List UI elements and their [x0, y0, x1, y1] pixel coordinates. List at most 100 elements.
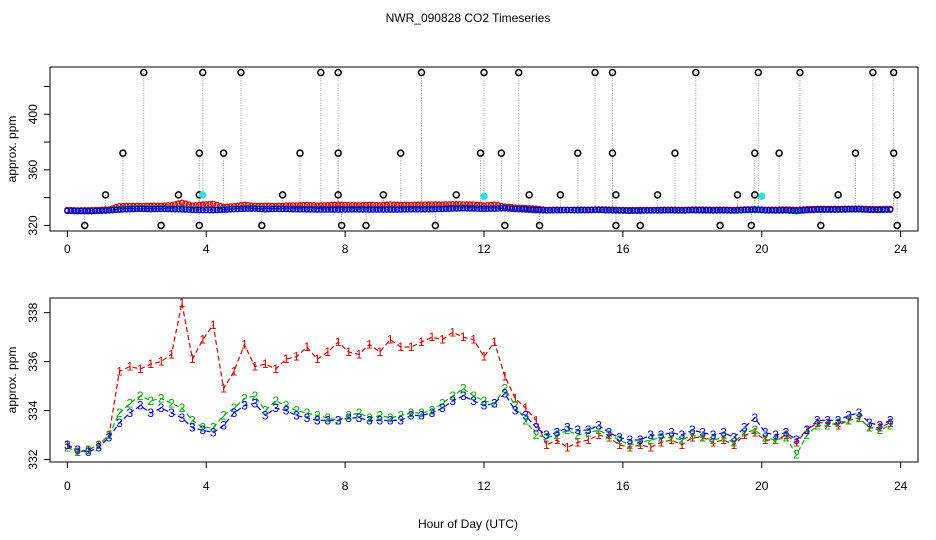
top-series-point	[623, 207, 630, 214]
series-3-marker: 3	[231, 406, 238, 420]
top-series-point	[237, 205, 245, 213]
top-series-point	[223, 206, 231, 213]
top-series-point	[241, 201, 248, 209]
outlier-high-point	[237, 68, 245, 77]
top-series-point	[209, 200, 217, 208]
top-series-point	[591, 206, 599, 214]
top-series-point	[449, 205, 457, 212]
top-series-point	[216, 206, 224, 214]
top-series-point	[137, 205, 144, 213]
top-series-point	[696, 206, 703, 214]
top-series-point	[116, 206, 123, 213]
top-series-point	[775, 206, 783, 214]
series-3-marker: 3	[95, 440, 102, 454]
top-series-point	[262, 206, 269, 213]
x-tick-label-bottom: 12	[477, 479, 491, 493]
top-series-point	[303, 201, 311, 209]
top-series-point	[303, 206, 311, 213]
outlier-low-point	[195, 221, 204, 230]
top-series-point	[400, 206, 408, 213]
top-series-point	[827, 206, 835, 213]
series-3-marker: 3	[824, 413, 831, 427]
top-series-point	[432, 205, 439, 213]
series-1-marker: 1	[314, 352, 321, 366]
series-1-marker: 1	[668, 433, 675, 447]
series-3-marker: 3	[408, 408, 415, 422]
series-3-marker: 3	[418, 408, 425, 422]
top-series-point	[248, 205, 255, 212]
top-series-point	[671, 206, 679, 214]
top-series-point	[265, 205, 272, 213]
top-series-point	[577, 206, 585, 214]
outlier-low-point	[747, 221, 756, 230]
series-3-marker: 3	[501, 386, 508, 400]
outlier-mid-point	[834, 191, 842, 199]
outlier-mid-point	[525, 191, 533, 199]
top-series-point	[581, 206, 588, 214]
series-3-marker: 3	[772, 428, 779, 442]
top-series-point	[321, 202, 328, 209]
top-series-point	[536, 206, 543, 214]
top-series-point	[102, 207, 109, 214]
top-series-point	[234, 205, 241, 213]
series-3-marker: 3	[345, 411, 352, 425]
series-1-marker: 1	[731, 438, 738, 452]
series-3-marker: 3	[210, 426, 217, 440]
top-series-point	[630, 207, 637, 214]
top-series-point	[789, 207, 797, 214]
panel-top: approx. ppm 0 4 8 12 16 20 24 320 360 400	[5, 66, 919, 256]
series-1-marker: 1	[199, 333, 206, 347]
top-series-point	[296, 206, 304, 213]
top-series-point	[678, 207, 686, 214]
series-1-marker: 1	[533, 413, 540, 427]
series-2-marker: 2	[772, 433, 779, 447]
top-series-point	[779, 206, 786, 214]
series-1-marker: 1	[356, 347, 363, 361]
top-series-point	[692, 206, 700, 214]
series-3-marker: 3	[314, 413, 321, 427]
top-series-point	[341, 201, 349, 209]
series-1-marker: 1	[95, 438, 102, 452]
top-series-point	[258, 205, 266, 213]
series-1-marker: 1	[429, 330, 436, 344]
series-1-marker: 1	[574, 435, 581, 449]
top-series-point	[744, 206, 752, 213]
series-2-marker: 2	[751, 423, 758, 437]
top-series-point	[751, 206, 759, 213]
series-2-marker: 2	[731, 435, 738, 449]
series-2-marker: 2	[439, 396, 446, 410]
series-2-marker: 2	[366, 411, 373, 425]
top-series-point	[643, 207, 651, 214]
top-series-point	[800, 206, 807, 214]
series-3-marker: 3	[106, 431, 113, 445]
series-2-marker: 2	[501, 382, 508, 396]
series-2-marker: 2	[293, 404, 300, 418]
top-series-point	[352, 206, 359, 213]
top-series-point	[532, 206, 540, 214]
outlier-low-point	[893, 221, 901, 230]
series-1-marker: 1	[189, 352, 196, 366]
x-tick-label-bottom: 20	[755, 479, 769, 493]
series-3-marker: 3	[470, 394, 477, 408]
top-series-point	[296, 202, 304, 209]
series-3-marker: 3	[710, 428, 717, 442]
series-1-marker: 1	[793, 435, 800, 449]
top-series-point	[810, 206, 818, 213]
top-series-point	[81, 207, 88, 215]
series-3-marker: 3	[116, 416, 123, 430]
top-series-point	[126, 205, 134, 213]
series-3-marker: 3	[835, 413, 842, 427]
outlier-high-point	[417, 68, 426, 77]
series-3-marker: 3	[387, 413, 394, 427]
series-2-marker: 2	[429, 404, 436, 418]
top-series-point	[841, 206, 849, 213]
series-2-marker: 2	[481, 394, 488, 408]
series-1-marker: 1	[408, 340, 415, 354]
top-series-point	[734, 206, 741, 214]
series-3-marker: 3	[720, 426, 727, 440]
top-series-point	[838, 206, 845, 213]
series-1-marker: 1	[460, 330, 467, 344]
top-series-point	[636, 207, 644, 214]
top-series-point	[178, 206, 186, 213]
top-series-point	[286, 202, 293, 209]
